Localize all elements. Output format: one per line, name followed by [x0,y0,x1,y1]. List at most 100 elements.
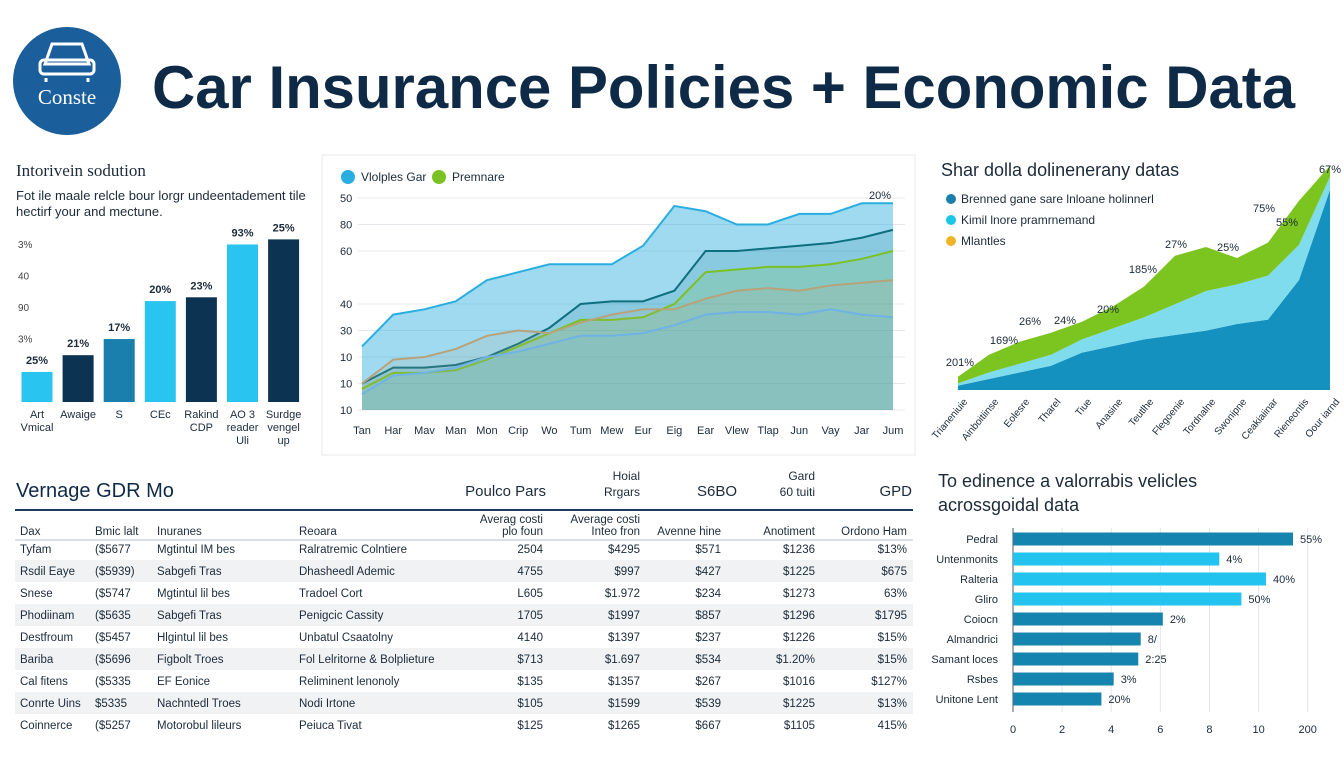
table-cell: Conrte Uins [20,698,81,710]
annotation: 185% [1129,264,1157,276]
y-tick-label: 40 [18,271,30,282]
x-tick-label: Jun [790,425,808,437]
y-tick-label: 10 [340,352,352,364]
y-tick-label: 90 [18,303,30,314]
x-tick-label: S [116,409,123,421]
car-body [38,58,96,76]
text-line: Average costi [571,514,640,526]
bar-label: 55% [1300,534,1322,546]
bar [1013,632,1141,646]
table-cell: ($5747 [95,588,131,600]
table-column-header: Avenne hine [657,526,721,538]
x-tick-label: 6 [1157,724,1163,736]
bar-label: 20% [149,284,171,296]
table-cell: Dhasheedl Ademic [299,566,395,578]
table-cell: Coinnerce [20,720,72,732]
text-line: hectirf your and mectune. [16,204,163,219]
table-cell: $1.697 [605,654,640,666]
x-tick-label: Tlap [757,425,778,437]
logo-circle [13,27,121,135]
text-line: acrossgoidal data [938,495,1080,515]
table-cell: 1705 [517,610,543,622]
annotation: 24% [1054,315,1076,327]
text-line: Uli [236,435,249,447]
table-cell: L605 [517,588,543,600]
text-line: Hoial [613,469,640,483]
bar-label: 2% [1170,614,1186,626]
y-tick-label: 10 [340,379,352,391]
table-cell: 415% [878,720,907,732]
table-cell: Sabgefi Tras [157,610,222,622]
y-tick-label: Pedral [966,534,998,546]
y-tick-label: 3% [18,335,33,346]
table-cell: $1225 [783,698,815,710]
table-cell: ($5335 [95,676,131,688]
logo-car [38,42,96,82]
bar [1013,652,1139,666]
x-tick-label: Wo [541,425,557,437]
bar [21,371,53,402]
table-column-header: Bmic lalt [95,526,139,538]
x-tick-label: CEc [150,409,171,421]
bar [103,339,135,402]
table-cell: $5335 [95,698,127,710]
table-row-stripe [15,692,913,714]
series-area [362,203,893,410]
table-cell: $1225 [783,566,815,578]
page-title: Car Insurance Policies + Economic Data [152,54,1296,121]
table-cell: $667 [695,720,721,732]
table-column-header: Dax [20,526,41,538]
table-cell: Tyfam [20,544,51,556]
legend-label: Brenned gane sare lnloane holinnerl [961,192,1154,206]
bar-label: 2:25 [1145,654,1166,666]
table-cell: $1105 [784,720,815,732]
x-tick-label: Jar [854,425,870,437]
bar [1013,532,1293,546]
series-line [361,279,894,385]
table-cell: Hlgintul lil bes [157,632,228,644]
table-cell: Penigcic Cassity [299,610,384,622]
table-row-stripe [15,604,913,626]
x-tick-label: Tan [353,425,371,437]
x-tick-label: 10 [1252,724,1264,736]
table-cell: Ralratremic Colntiere [299,544,407,556]
x-tick-label: Eur [635,425,652,437]
table-cell: $534 [695,654,721,666]
y-tick-label: Gliro [975,594,998,606]
table-top-header: Gard 60 tuiti [780,469,815,499]
table-cell: Peiuca Tivat [299,720,362,732]
table-cell: 2504 [517,544,543,556]
text-line: 60 tuiti [780,485,815,499]
text-line: Surdge [266,409,301,421]
y-tick-label: 30 [340,326,352,338]
table-cell: $713 [517,654,543,666]
chart-title: Shar dolla dolinenerany datas [941,160,1179,180]
series-area [362,251,893,410]
x-tick-label: Har [384,425,402,437]
y-tick-label: Rsbes [967,674,999,686]
text-line: reader [227,422,259,434]
table-cell: EF Eonice [157,676,210,688]
table-cell: ($5257 [95,720,131,732]
x-tick-label: Eig [666,425,682,437]
car-roof [42,42,92,66]
table-cell: $675 [881,566,907,578]
bar-label: 4% [1226,554,1242,566]
table-column-header: Anotiment [763,526,816,538]
series-line [361,202,893,348]
table-cell: $1016 [783,676,815,688]
table-cell: Nachntedl Troes [157,698,241,710]
table-top-header: GPD [879,483,912,500]
table-cell: ($5696 [95,654,131,666]
table-cell: Unbatul Csaatolny [299,632,393,644]
series-line [361,308,894,395]
x-tick-label: Crip [508,425,528,437]
table-cell: $1236 [783,544,815,556]
annotation: 201% [946,357,974,369]
annotation: 55% [1276,217,1298,229]
y-tick-label: 50 [340,193,352,205]
x-tick-label: 2 [1059,724,1065,736]
table-cell: 63% [884,588,907,600]
legend-label: Premnare [452,170,505,184]
